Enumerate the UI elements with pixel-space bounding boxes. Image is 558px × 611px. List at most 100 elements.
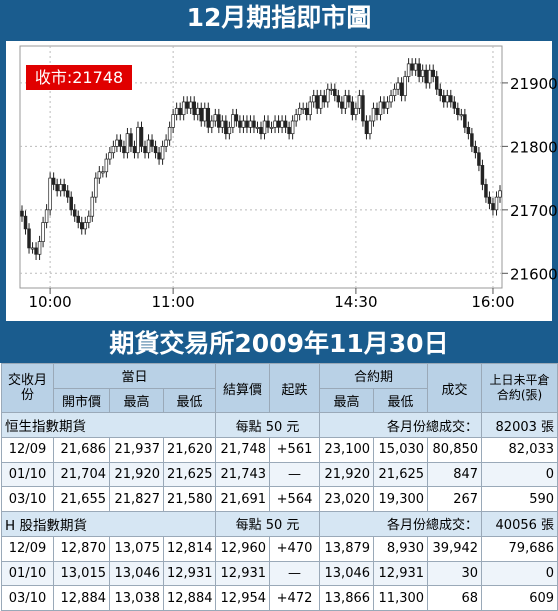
candle-body xyxy=(115,139,119,147)
candle-body xyxy=(220,120,225,128)
candle-body xyxy=(51,177,56,185)
candle-body xyxy=(69,196,73,211)
candle-body xyxy=(399,82,404,96)
candle-body xyxy=(280,120,284,128)
candle-body xyxy=(94,177,98,198)
candle-body xyxy=(283,120,288,128)
candle-body xyxy=(174,107,179,115)
candle-body xyxy=(259,126,263,135)
table-cell: 19,300 xyxy=(373,486,429,513)
candle-body xyxy=(424,69,428,84)
candle-body xyxy=(160,146,165,160)
close-label: 收市:21748 xyxy=(35,68,123,87)
candle-body xyxy=(185,101,189,109)
table-cell: 79,686 xyxy=(481,535,558,562)
candle-body xyxy=(287,126,291,135)
table-cell: 21,704 xyxy=(53,461,110,488)
table-cell: 80,850 xyxy=(427,437,483,463)
table-row: 03/10 12,884 13,038 12,884 12,954 +472 13,866 1… xyxy=(1,585,558,611)
col-change: 起跌 xyxy=(269,362,321,414)
section-total: 40056 張 xyxy=(481,511,558,537)
table-cell: 12/09 xyxy=(1,535,54,562)
table-cell: 21,620 xyxy=(162,437,217,463)
candle-body xyxy=(62,184,66,192)
candle-body xyxy=(255,126,260,129)
candle-body xyxy=(276,120,281,128)
table-cell: 12,884 xyxy=(162,585,217,611)
candle-body xyxy=(118,139,123,147)
futures-table: 交收月份 當日 結算價 起跌 合約期 成交 上日未平倉合約(張) 開市價 最高 … xyxy=(0,362,558,611)
candle-body xyxy=(290,120,295,135)
candle-body xyxy=(23,215,28,230)
table-cell: +561 xyxy=(269,437,321,463)
table-cell: 12,931 xyxy=(215,560,271,587)
candle-body xyxy=(477,152,481,166)
candle-body xyxy=(245,120,249,128)
table-row: 01/10 21,704 21,920 21,625 21,743—21,920 21,6… xyxy=(1,461,558,488)
y-tick-label: 21600 xyxy=(510,265,558,283)
table-cell: 12,960 xyxy=(215,535,271,562)
section-unit: 每點 50 元 xyxy=(215,511,321,537)
col-contract: 合約期 xyxy=(319,363,429,389)
table-cell: 21,748 xyxy=(215,437,271,463)
candle-body xyxy=(463,114,467,128)
candle-body xyxy=(396,82,400,90)
table-cell: +470 xyxy=(269,535,321,562)
candle-body xyxy=(350,101,355,115)
candle-body xyxy=(269,126,274,129)
candle-body xyxy=(304,107,309,115)
candle-body xyxy=(129,133,133,147)
candle-body xyxy=(146,139,151,154)
table-cell: — xyxy=(269,560,321,587)
table-cell: 03/10 xyxy=(1,585,54,611)
table-cell: 0 xyxy=(481,560,558,587)
candle-body xyxy=(473,146,478,154)
candles xyxy=(20,58,502,260)
candle-body xyxy=(487,196,492,204)
candle-body xyxy=(213,114,218,122)
col-volume: 成交 xyxy=(427,362,483,414)
table-cell: 39,942 xyxy=(427,535,483,562)
candle-body xyxy=(273,120,277,128)
candle-body xyxy=(431,69,435,77)
candle-body xyxy=(322,95,327,103)
table-cell: 21,743 xyxy=(215,461,271,488)
candle-body xyxy=(224,120,228,135)
candle-body xyxy=(343,95,348,109)
col-month: 交收月份 xyxy=(1,362,54,414)
candle-body xyxy=(484,184,488,198)
candle-body xyxy=(340,101,344,109)
table-cell: 23,100 xyxy=(319,437,375,463)
col-contract-low: 最低 xyxy=(373,387,429,414)
table-cell: 12,931 xyxy=(373,560,429,587)
table-cell: 13,046 xyxy=(109,560,164,587)
candle-body xyxy=(336,95,341,103)
table-cell: 8,930 xyxy=(373,535,429,562)
table-cell: 21,691 xyxy=(215,486,271,513)
section-row: 恒生指數期貨 每點 50 元各月份總成交： 82003 張 xyxy=(0,412,558,439)
col-contract-high: 最高 xyxy=(319,387,375,414)
y-tick-label: 21900 xyxy=(510,75,558,93)
x-tick-label: 11:00 xyxy=(152,293,195,311)
candle-body xyxy=(48,177,52,211)
candle-body xyxy=(143,146,147,154)
table-cell: 11,300 xyxy=(373,585,429,611)
candle-body xyxy=(44,209,49,223)
candle-body xyxy=(181,101,186,115)
table-cell: 30 xyxy=(427,560,483,587)
candle-body xyxy=(125,133,130,154)
candle-body xyxy=(30,247,35,250)
x-tick-label: 10:00 xyxy=(29,293,72,311)
table-cell: 23,020 xyxy=(319,486,375,513)
candle-body xyxy=(392,88,397,96)
candle-body xyxy=(37,241,42,255)
candle-body xyxy=(382,101,386,109)
header-row-2: 開市價 最高 最低 最高 最低 xyxy=(2,387,558,414)
table-cell: 13,015 xyxy=(53,560,110,587)
candle-body xyxy=(491,203,495,211)
candle-body xyxy=(241,120,246,128)
candle-body xyxy=(171,114,175,128)
table-cell: 15,030 xyxy=(373,437,429,463)
candle-body xyxy=(308,101,312,115)
table-row: 03/10 21,655 21,827 21,580 21,691 +564 23,020 1… xyxy=(1,486,558,513)
